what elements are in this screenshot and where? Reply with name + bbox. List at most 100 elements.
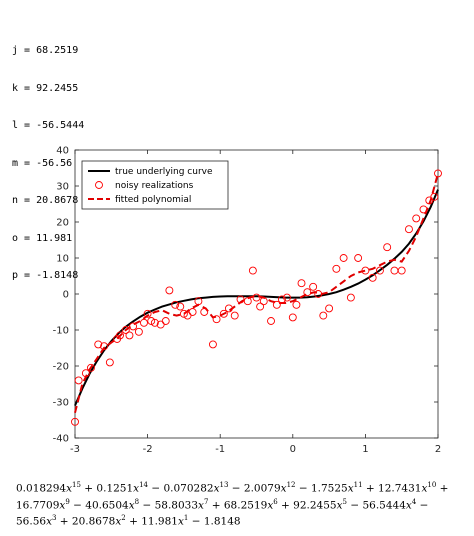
noisy-point xyxy=(179,309,188,318)
x-tick-label: 2 xyxy=(435,444,441,455)
legend: true underlying curve noisy realizations f… xyxy=(81,160,229,210)
noisy-point xyxy=(325,304,334,313)
noisy-point xyxy=(129,322,138,331)
noisy-point xyxy=(81,369,90,378)
noisy-point xyxy=(412,214,421,223)
noisy-point xyxy=(292,300,301,309)
noisy-point xyxy=(100,342,108,351)
noisy-point xyxy=(314,290,323,298)
legend-label: fitted polynomial xyxy=(115,195,191,205)
y-tick-label: -10 xyxy=(53,326,69,337)
noisy-point xyxy=(188,308,197,316)
noisy-point xyxy=(390,266,399,275)
noisy-point xyxy=(200,308,209,316)
true-curve-line xyxy=(74,189,439,406)
noisy-point xyxy=(267,317,275,325)
noisy-point xyxy=(230,311,239,320)
noisy-point xyxy=(361,266,370,275)
noisy-point xyxy=(309,282,318,291)
noisy-point xyxy=(140,318,148,327)
noisy-point xyxy=(368,273,377,282)
noisy-point xyxy=(87,363,95,372)
polynomial-equation: 0.018294x15 + 0.1251x14 − 0.070282x13 − … xyxy=(16,479,468,529)
noisy-point xyxy=(354,254,363,262)
noisy-point xyxy=(147,317,156,325)
variable-readout: j = 68.2519 k = 92.2455 l = -56.5444 m =… xyxy=(12,20,84,295)
noisy-point xyxy=(194,297,203,306)
noisy-point xyxy=(283,293,291,302)
noisy-point xyxy=(161,317,170,325)
noisy-point xyxy=(176,302,185,311)
noisy-point xyxy=(252,293,261,302)
y-tick-label: 40 xyxy=(56,146,69,157)
noisy-point xyxy=(277,295,286,304)
noisy-point xyxy=(134,327,143,336)
noisy-point xyxy=(116,331,124,340)
noisy-point xyxy=(125,331,134,340)
x-tick-label: -1 xyxy=(215,444,225,455)
noisy-point xyxy=(332,264,341,273)
y-tick-label: -20 xyxy=(53,362,69,373)
noisy-point xyxy=(248,266,257,275)
variable-line: p = -1.8148 xyxy=(12,270,79,281)
noisy-point xyxy=(405,225,413,234)
x-tick-label: 1 xyxy=(362,444,368,455)
noisy-point xyxy=(259,297,268,306)
noisy-point xyxy=(143,309,152,318)
y-tick-label: 20 xyxy=(56,218,69,229)
y-tick-label: 10 xyxy=(56,254,69,265)
noisy-point xyxy=(272,300,281,309)
noisy-point xyxy=(208,340,217,349)
noisy-point xyxy=(346,293,355,302)
noisy-point xyxy=(236,295,245,304)
noisy-point xyxy=(339,254,348,262)
variable-line: l = -56.5444 xyxy=(12,120,85,131)
noisy-point xyxy=(171,300,180,309)
true-curve-layer xyxy=(74,189,439,406)
equation-line: 0.018294x15 + 0.1251x14 − 0.070282x13 − … xyxy=(16,481,449,495)
noisy-point xyxy=(397,266,406,275)
equation-line: 56.56x3 + 20.8678x2 + 11.981x1 − 1.8148 xyxy=(16,514,241,528)
noisy-point xyxy=(303,288,312,297)
noisy-point xyxy=(430,192,439,201)
variable-line: n = 20.8678 xyxy=(12,195,79,206)
noisy-points-layer xyxy=(71,169,442,426)
noisy-point xyxy=(105,358,114,367)
noisy-point xyxy=(419,205,428,214)
noisy-point xyxy=(121,326,130,334)
noisy-point xyxy=(224,304,233,313)
noisy-point xyxy=(434,169,442,178)
variable-line: o = 11.981 xyxy=(12,232,73,244)
noisy-point xyxy=(219,309,228,318)
y-tick-label: 30 xyxy=(56,182,69,193)
noisy-point xyxy=(319,311,328,320)
noisy-point xyxy=(94,340,103,349)
variable-line: m = -56.56 xyxy=(12,157,73,169)
noisy-point xyxy=(74,376,83,385)
noisy-point xyxy=(243,297,252,306)
noisy-point xyxy=(256,302,265,311)
y-tick-label: 0 xyxy=(63,290,69,301)
x-tick-label: -3 xyxy=(70,444,80,455)
noisy-point xyxy=(383,243,392,252)
noisy-point xyxy=(212,315,221,324)
y-tick-label: -40 xyxy=(53,434,69,445)
y-tick-label: -30 xyxy=(53,398,69,409)
equation-line: 16.7709x9 − 40.6504x8 − 58.8033x7 + 68.2… xyxy=(16,497,429,512)
x-tick-label: -2 xyxy=(143,444,153,455)
legend-label: true underlying curve xyxy=(115,167,213,177)
noisy-point xyxy=(150,318,159,327)
noisy-point xyxy=(375,266,384,275)
legend-noisy-swatch xyxy=(95,181,103,189)
x-tick-label: 0 xyxy=(290,444,296,455)
noisy-point xyxy=(297,279,306,288)
variable-line: k = 92.2455 xyxy=(12,82,79,94)
legend-box xyxy=(81,160,229,210)
noisy-point xyxy=(288,313,297,322)
noisy-point xyxy=(165,286,174,295)
variable-line: j = 68.2519 xyxy=(12,45,79,56)
legend-label: noisy realizations xyxy=(115,181,194,191)
noisy-point xyxy=(71,417,79,426)
